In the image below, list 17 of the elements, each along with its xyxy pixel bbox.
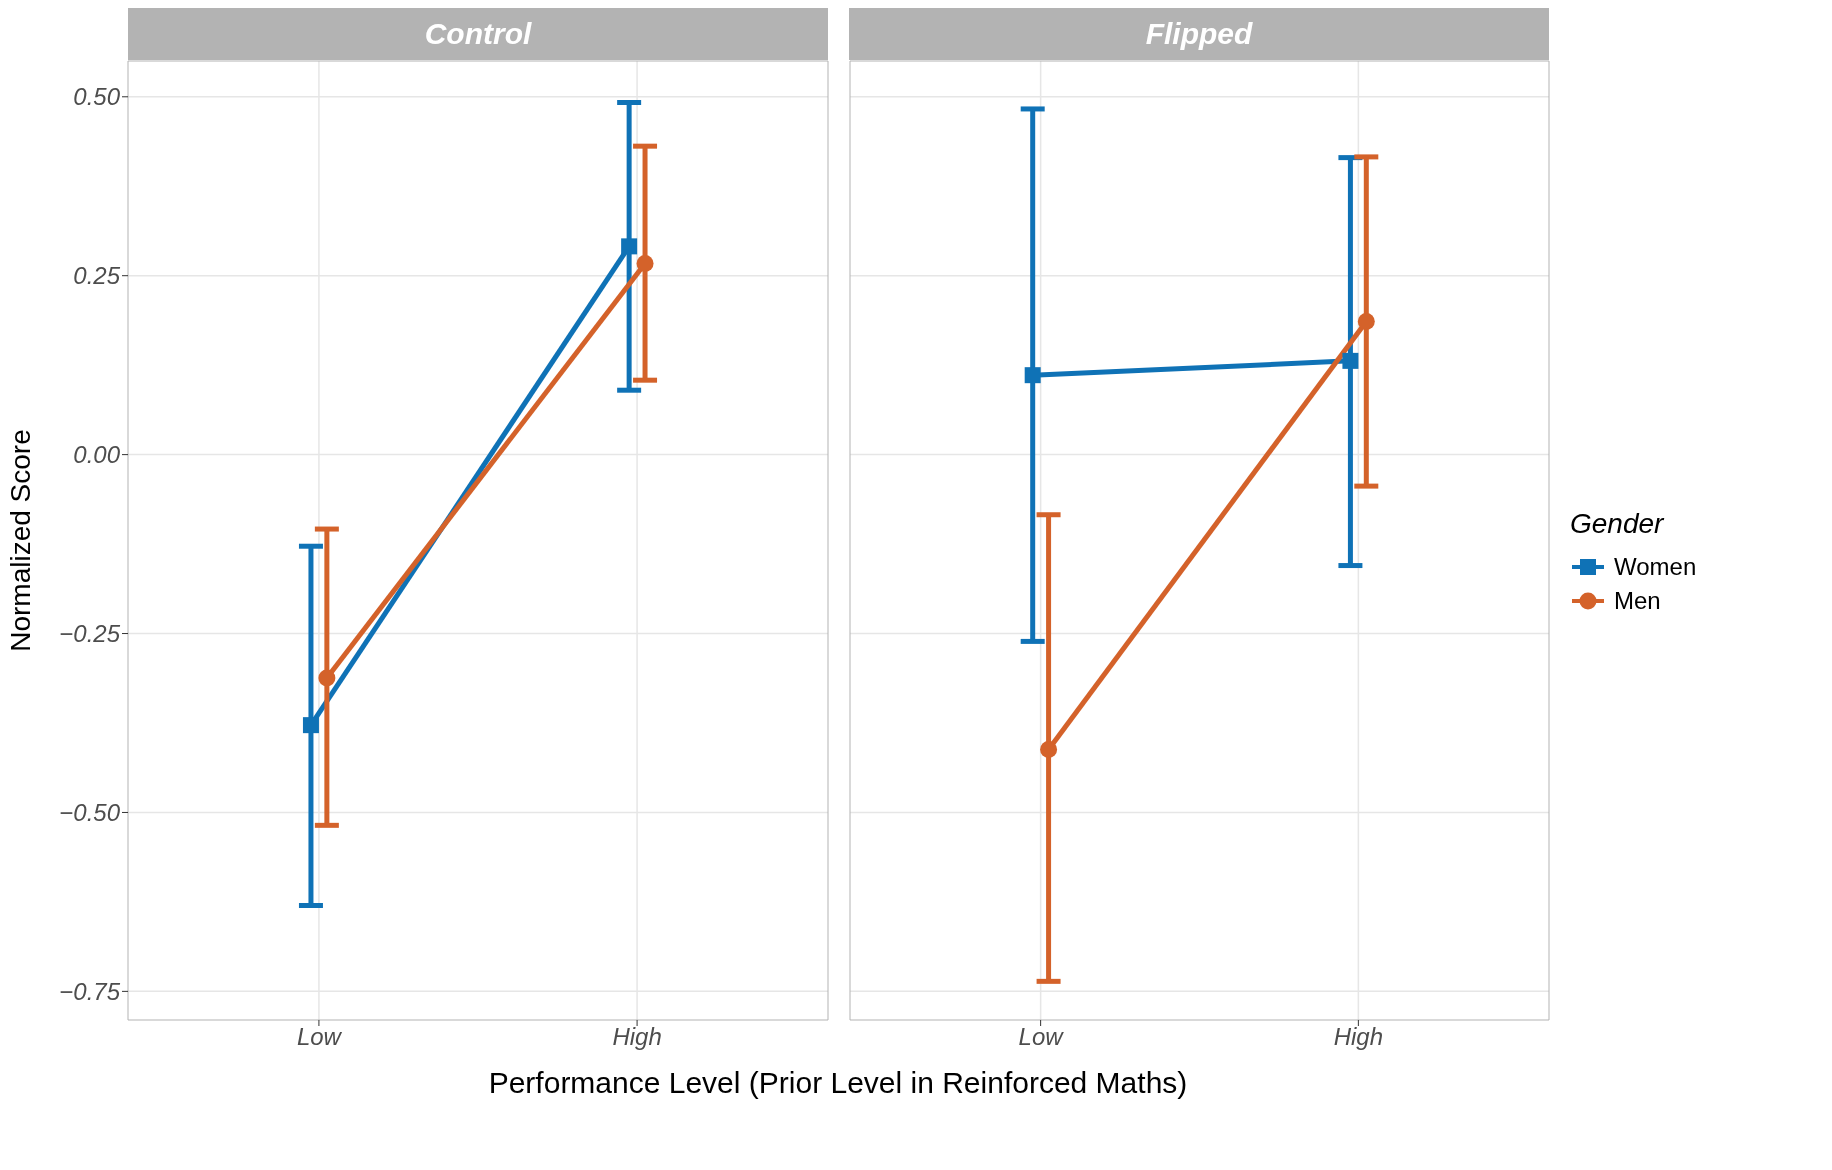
x-tick-label: Low (296, 1023, 343, 1051)
x-tick-label: Low (1018, 1023, 1065, 1051)
x-axis-title: Performance Level (Prior Level in Reinforced Maths) (487, 1066, 1189, 1100)
y-axis-title: Normalized Score (4, 429, 36, 652)
y-tick-label: −0.50 (59, 798, 121, 826)
x-tick-label: High (612, 1023, 662, 1051)
legend-label: Men (1614, 587, 1661, 615)
legend-label: Women (1614, 553, 1697, 581)
y-tick-label: 0.00 (73, 441, 121, 469)
legend-title: Gender (1570, 508, 1666, 540)
y-tick-label: −0.25 (59, 620, 121, 648)
x-tick-label: High (1333, 1023, 1384, 1051)
y-tick-label: 0.50 (73, 83, 121, 111)
chart-title: Flipped (849, 8, 1549, 60)
y-tick-label: 0.25 (73, 262, 121, 290)
y-tick-label: −0.75 (59, 977, 121, 1005)
chart-title: Control (128, 8, 828, 60)
